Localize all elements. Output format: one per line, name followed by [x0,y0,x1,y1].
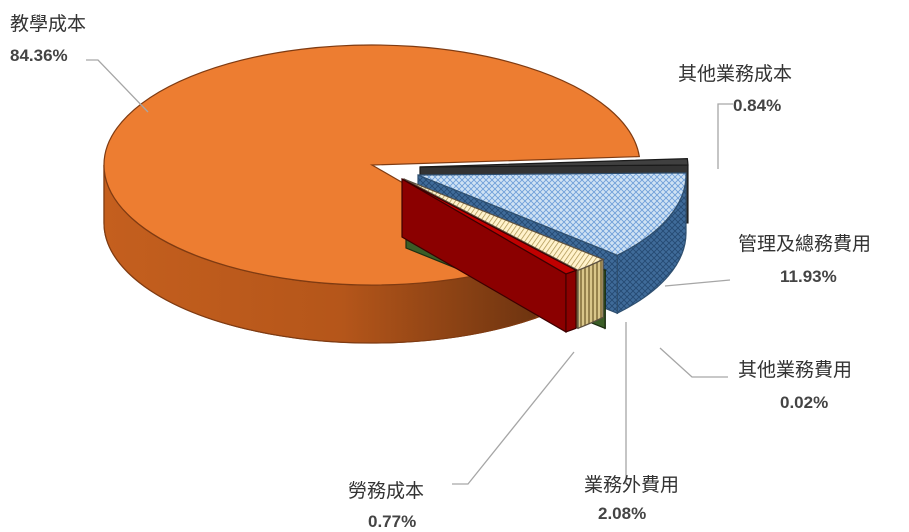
slice-top [401,178,578,275]
slice-label: 管理及總務費用 [738,233,871,255]
slice-top [417,172,687,256]
slice-label: 勞務成本 [348,480,424,502]
slice-side [577,258,604,330]
leader-line [717,103,733,169]
leader-line [452,351,575,485]
slice-value-label: 11.93% [780,267,837,286]
pie-slice-1 [103,44,641,344]
slice-label: 教學成本 [10,13,86,35]
slice-top [103,44,641,286]
slice-side [565,269,577,333]
leader-line [86,59,149,113]
slice-label: 其他業務費用 [738,359,852,381]
pie-slice-6 [401,177,578,333]
leader-line [659,347,728,378]
slice-value-label: 0.77% [368,512,416,531]
leader-line [664,279,731,287]
slice-value-label: 0.84% [733,96,781,115]
slice-top [403,178,605,271]
slice-top [419,157,689,168]
slice-value-label: 2.08% [598,504,646,523]
slice-label: 其他業務成本 [678,63,792,85]
slice-label: 業務外費用 [584,474,679,496]
slice-value-label: 0.02% [780,393,828,412]
slice-value-label: 84.36% [10,46,68,65]
